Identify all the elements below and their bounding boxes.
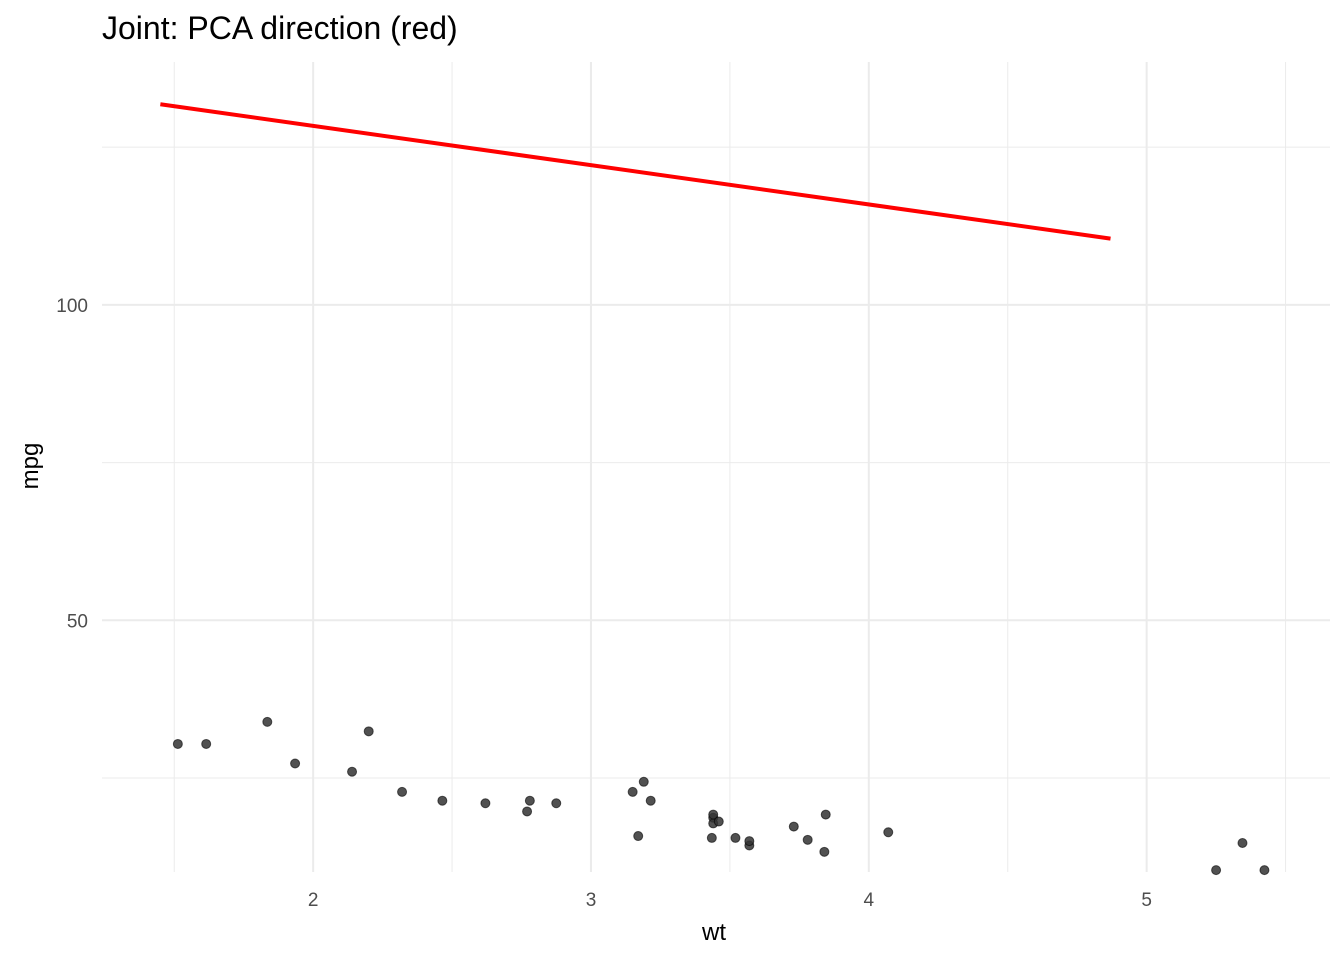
data-point: [1259, 865, 1270, 876]
data-point: [645, 795, 656, 806]
data-point: [480, 798, 491, 809]
data-point: [1211, 865, 1222, 876]
y-tick-labels: 50 100: [56, 296, 88, 632]
chart-title: Joint: PCA direction (red): [102, 10, 458, 46]
data-point: [638, 776, 649, 787]
data-point: [262, 716, 273, 727]
data-point: [290, 758, 301, 769]
x-tick-labels: 2 3 4 5: [308, 890, 1152, 911]
data-point: [524, 795, 535, 806]
data-point: [397, 786, 408, 797]
data-point: [347, 766, 358, 777]
data-point: [744, 836, 755, 847]
y-tick-label: 100: [56, 296, 88, 317]
x-tick-label: 3: [586, 890, 597, 911]
grid-major: [102, 62, 1330, 872]
data-point: [730, 832, 741, 843]
pca-line-layer: [160, 102, 1111, 241]
x-tick-label: 4: [864, 890, 875, 911]
x-tick-label: 2: [308, 890, 319, 911]
data-point: [633, 831, 644, 842]
data-point: [363, 726, 374, 737]
y-tick-label: 50: [67, 611, 88, 632]
x-tick-label: 5: [1141, 890, 1152, 911]
data-point: [883, 827, 894, 838]
grid-minor: [102, 62, 1330, 872]
points-layer: [172, 716, 1270, 876]
data-point: [551, 798, 562, 809]
x-axis-title: wt: [701, 919, 726, 946]
data-point: [522, 806, 533, 817]
data-point: [437, 795, 448, 806]
data-point: [627, 786, 638, 797]
pca-direction-line: [160, 102, 1111, 241]
data-point: [201, 738, 212, 749]
data-point: [713, 816, 724, 827]
data-point: [802, 834, 813, 845]
y-axis-title: mpg: [17, 443, 44, 490]
data-point: [819, 846, 830, 857]
data-point: [788, 821, 799, 832]
data-point: [820, 809, 831, 820]
data-point: [706, 832, 717, 843]
data-point: [172, 738, 183, 749]
data-point: [1237, 837, 1248, 848]
data-point: [708, 809, 719, 820]
